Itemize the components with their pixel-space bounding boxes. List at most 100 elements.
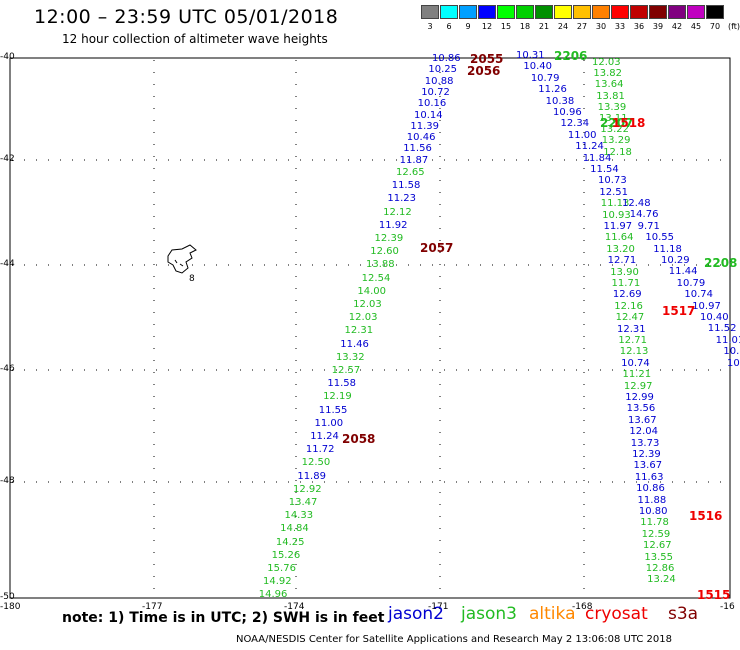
wave-height-obs: 12.51: [599, 186, 629, 198]
wave-height-obs: 11.26: [538, 84, 567, 96]
wave-height-obs: 10.25: [428, 64, 458, 76]
scale-swatch: [497, 5, 515, 19]
wave-height-obs: 10.40: [700, 312, 729, 323]
wave-height-obs: 11.84: [582, 152, 612, 164]
scale-label: 9: [465, 22, 471, 31]
wave-height-obs: 12.16: [614, 300, 643, 312]
scale-label: 33: [614, 22, 626, 31]
legend-jason2: jason2: [388, 604, 444, 624]
scale-swatch: [611, 5, 629, 19]
pass-time-label: 2207: [600, 116, 634, 130]
chatham-island-detail: [174, 259, 184, 267]
wave-height-obs: 13.47: [288, 497, 318, 508]
credit-line: NOAA/NESDIS Center for Satellite Applica…: [236, 634, 672, 645]
scale-swatch: [535, 5, 553, 19]
lon-label: -174: [284, 602, 305, 612]
wave-height-obs: 10.96: [553, 107, 582, 118]
wave-height-obs: 12.65: [396, 167, 425, 178]
scale-swatch: [421, 5, 439, 19]
wave-height-obs: 10.86: [432, 53, 461, 64]
wave-height-obs: 12.60: [370, 246, 399, 258]
scale-label: 30: [595, 22, 607, 31]
scale-swatch: [554, 5, 572, 19]
wave-height-obs: 12.39: [374, 233, 404, 244]
legend-altika: altika: [529, 604, 576, 624]
wave-height-obs: 12.57: [331, 365, 361, 376]
wave-height-obs: 13.81: [596, 90, 625, 102]
wave-height-obs: 13.82: [593, 68, 623, 80]
wave-height-obs: 11.88: [637, 494, 667, 506]
wave-height-obs: 13.32: [335, 351, 365, 363]
wave-height-obs: 14.33: [284, 510, 314, 522]
wave-height-obs: 10.93: [602, 209, 631, 221]
wave-height-obs: 11.52: [707, 323, 737, 335]
wave-height-obs: 11.18: [653, 243, 682, 255]
scale-swatch: [592, 5, 610, 19]
wave-height-obs: 13.56: [626, 403, 656, 415]
scale-label: 36: [633, 22, 645, 31]
wave-height-obs: 11.23: [387, 193, 417, 205]
wave-height-obs: 11.55: [318, 404, 348, 416]
lat-label: -44: [0, 259, 15, 269]
wave-height-obs: 11.63: [634, 471, 664, 483]
pass-time-label: 1517: [662, 304, 696, 318]
graticule: [12, 60, 721, 589]
lat-label: -40: [0, 52, 15, 62]
pass-time-label: 1516: [689, 509, 723, 523]
wave-height-obs: 12.03: [592, 57, 621, 68]
wave-height-obs: 15.76: [267, 563, 296, 574]
pass-time-label: 2056: [467, 64, 501, 78]
wave-height-obs: 11.58: [327, 378, 356, 390]
wave-height-obs: 10.8: [723, 346, 740, 358]
scale-swatch: [516, 5, 534, 19]
wave-height-obs: 9.71: [637, 220, 660, 232]
wave-height-obs: 12.99: [625, 392, 654, 403]
wave-height-obs: 12.54: [361, 272, 391, 284]
wave-height-obs: 12.31: [344, 325, 374, 337]
wave-height-obs: 13.11: [599, 113, 628, 124]
wave-height-obs: 12.50: [301, 457, 331, 469]
pass-time-label: 2206: [554, 49, 588, 63]
wave-height-obs: 12.12: [383, 206, 412, 218]
wave-height-obs: 11.89: [297, 470, 326, 482]
scale-label: 24: [557, 22, 569, 31]
scale-label: 42: [671, 22, 683, 31]
scale-label: 21: [538, 22, 550, 31]
wave-height-obs: 10.80: [638, 506, 668, 517]
lon-label: -168: [572, 602, 593, 612]
scale-swatch: [630, 5, 648, 19]
scale-label: 12: [481, 22, 493, 31]
note-text: note: 1) Time is in UTC; 2) SWH is in fe…: [62, 610, 385, 626]
wave-height-obs: 11.71: [611, 278, 641, 289]
wave-height-obs: 11.01: [715, 334, 740, 346]
legend-jason3: jason3: [461, 604, 517, 624]
wave-height-obs: 10.46: [406, 132, 436, 144]
wave-height-obs: 10.86: [636, 483, 665, 495]
wave-height-obs: 11.58: [391, 180, 421, 192]
wave-height-obs: 10.31: [516, 50, 545, 61]
scale-label: 45: [690, 22, 702, 31]
chatham-island: [167, 244, 197, 274]
wave-height-obs: 12.19: [323, 391, 352, 403]
wave-height-obs: 12.59: [641, 528, 671, 540]
wave-height-obs: 15.26: [271, 549, 301, 561]
wave-height-obs: 11.72: [305, 444, 335, 456]
scale-swatch: [649, 5, 667, 19]
wave-height-obs: 10: [727, 357, 740, 369]
scale-label: 39: [652, 22, 664, 31]
scale-swatch: [478, 5, 496, 19]
lon-label: -16: [720, 602, 735, 612]
wave-height-obs: 11.39: [410, 120, 440, 132]
wave-height-obs: 12.92: [293, 483, 322, 495]
scale-swatch: [668, 5, 686, 19]
legend-s3a: s3a: [668, 604, 699, 624]
wave-height-obs: 13.64: [594, 79, 624, 91]
wave-height-obs: 14.96: [258, 589, 288, 601]
lat-label: -48: [0, 476, 15, 486]
wave-height-obs: 10.40: [523, 61, 553, 73]
wave-height-obs: 10.14: [414, 109, 443, 121]
wave-height-obs: 10.38: [545, 95, 575, 107]
wave-height-obs: 13.88: [365, 259, 395, 271]
wave-height-obs: 13.29: [601, 135, 631, 147]
